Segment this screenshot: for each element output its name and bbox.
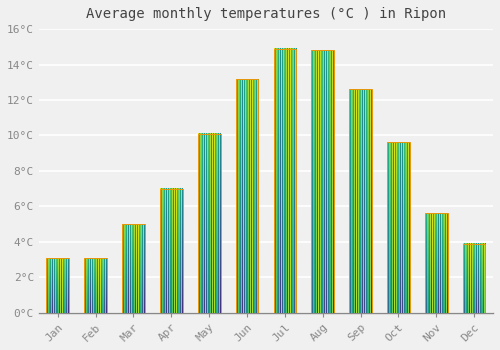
Bar [236, 79, 258, 313]
Bar [349, 89, 372, 313]
Bar [387, 142, 410, 313]
Bar [84, 258, 107, 313]
Bar [122, 224, 145, 313]
Bar [312, 50, 334, 313]
Bar [425, 214, 448, 313]
Bar [463, 244, 485, 313]
Bar [46, 258, 69, 313]
Title: Average monthly temperatures (°C ) in Ripon: Average monthly temperatures (°C ) in Ri… [86, 7, 446, 21]
Bar [160, 189, 182, 313]
Bar [274, 49, 296, 313]
Bar [198, 134, 220, 313]
